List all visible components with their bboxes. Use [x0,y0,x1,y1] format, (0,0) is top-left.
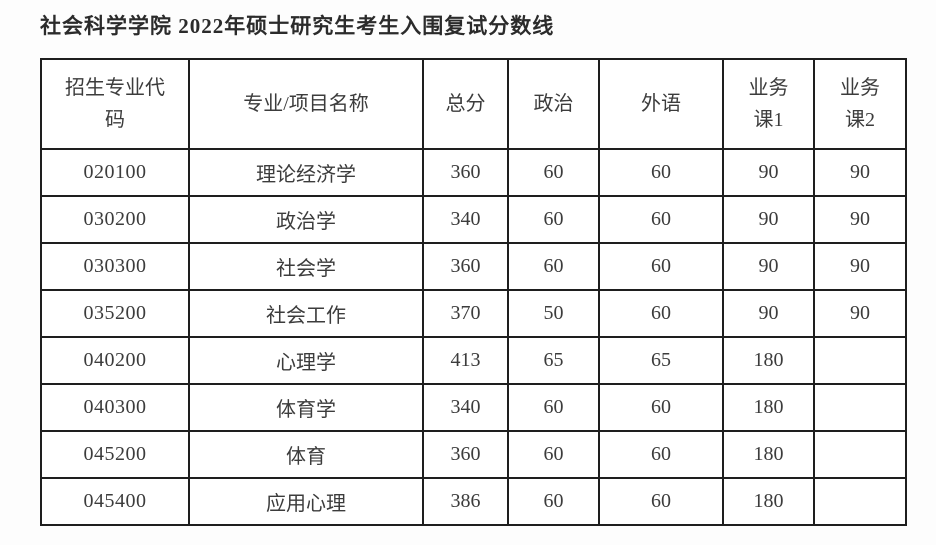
cell-course2: 90 [813,289,907,338]
cell-course1: 90 [722,242,815,291]
cell-code: 030200 [40,195,190,244]
cell-course1: 180 [722,430,815,479]
cell-course2: 90 [813,148,907,197]
cell-total: 360 [422,148,509,197]
table-row: 040200 心理学 413 65 65 180 [40,336,907,385]
cell-total: 370 [422,289,509,338]
column-header-politics: 政治 [507,58,600,150]
cell-total: 360 [422,430,509,479]
cell-course1: 90 [722,289,815,338]
header-row: 招生专业代码 专业/项目名称 总分 政治 外语 业务课1 业务课2 [40,58,907,150]
cell-politics: 60 [507,148,600,197]
table-row: 020100 理论经济学 360 60 60 90 90 [40,148,907,197]
table-row: 040300 体育学 340 60 60 180 [40,383,907,432]
cell-total: 360 [422,242,509,291]
cell-course1: 180 [722,477,815,526]
cell-foreign: 60 [598,430,724,479]
cell-name: 体育 [188,430,424,479]
table-header: 招生专业代码 专业/项目名称 总分 政治 外语 业务课1 业务课2 [40,58,907,150]
cell-course2 [813,383,907,432]
cell-code: 030300 [40,242,190,291]
cell-name: 体育学 [188,383,424,432]
cell-total: 413 [422,336,509,385]
cell-name: 理论经济学 [188,148,424,197]
cell-course2 [813,477,907,526]
table-body: 020100 理论经济学 360 60 60 90 90 030200 政治学 … [40,148,907,526]
column-header-code: 招生专业代码 [40,58,190,150]
cell-total: 386 [422,477,509,526]
cell-course2: 90 [813,195,907,244]
cell-total: 340 [422,383,509,432]
cell-foreign: 60 [598,148,724,197]
cell-name: 社会学 [188,242,424,291]
cell-total: 340 [422,195,509,244]
cell-politics: 60 [507,430,600,479]
cell-course2 [813,336,907,385]
cell-politics: 60 [507,195,600,244]
cell-code: 045400 [40,477,190,526]
cell-course1: 90 [722,195,815,244]
table-row: 035200 社会工作 370 50 60 90 90 [40,289,907,338]
cell-code: 040200 [40,336,190,385]
cell-name: 应用心理 [188,477,424,526]
cell-foreign: 65 [598,336,724,385]
column-header-name: 专业/项目名称 [188,58,424,150]
column-header-course1: 业务课1 [722,58,815,150]
table-row: 030300 社会学 360 60 60 90 90 [40,242,907,291]
cell-course1: 90 [722,148,815,197]
cell-politics: 50 [507,289,600,338]
column-header-total: 总分 [422,58,509,150]
table-row: 045400 应用心理 386 60 60 180 [40,477,907,526]
score-table: 招生专业代码 专业/项目名称 总分 政治 外语 业务课1 业务课2 020100… [40,58,907,526]
cell-course1: 180 [722,336,815,385]
table-row: 030200 政治学 340 60 60 90 90 [40,195,907,244]
column-header-foreign: 外语 [598,58,724,150]
cell-politics: 60 [507,477,600,526]
cell-foreign: 60 [598,477,724,526]
cell-course1: 180 [722,383,815,432]
cell-foreign: 60 [598,383,724,432]
cell-course2 [813,430,907,479]
cell-name: 社会工作 [188,289,424,338]
cell-name: 心理学 [188,336,424,385]
cell-name: 政治学 [188,195,424,244]
page-title: 社会科学学院 2022年硕士研究生考生入围复试分数线 [40,14,555,38]
cell-code: 040300 [40,383,190,432]
cell-politics: 60 [507,242,600,291]
table-row: 045200 体育 360 60 60 180 [40,430,907,479]
cell-code: 020100 [40,148,190,197]
cell-code: 035200 [40,289,190,338]
cell-course2: 90 [813,242,907,291]
cell-foreign: 60 [598,289,724,338]
column-header-course2: 业务课2 [813,58,907,150]
cell-foreign: 60 [598,242,724,291]
cell-politics: 60 [507,383,600,432]
cell-code: 045200 [40,430,190,479]
cell-politics: 65 [507,336,600,385]
cell-foreign: 60 [598,195,724,244]
